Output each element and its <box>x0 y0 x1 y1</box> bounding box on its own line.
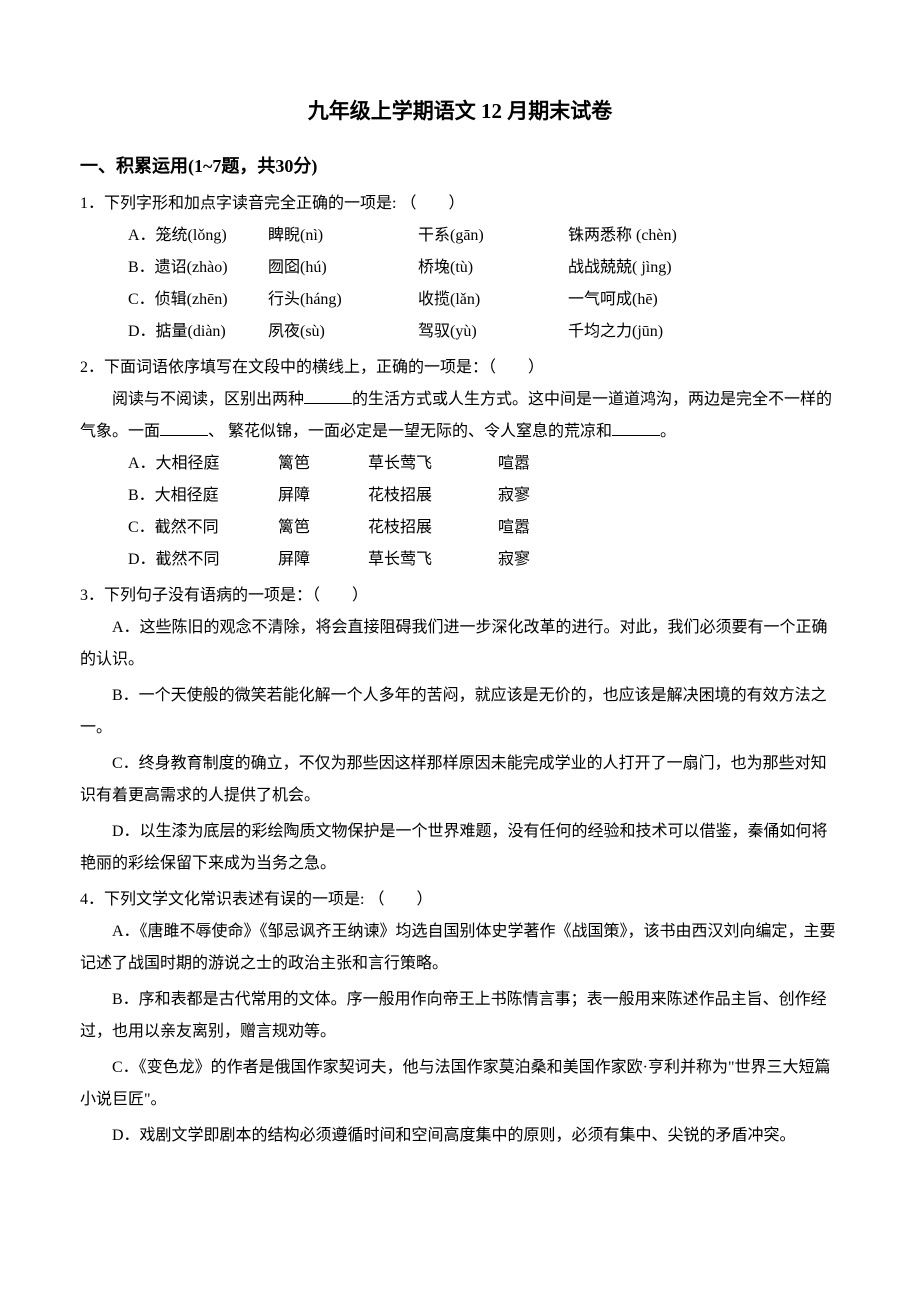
question-3: 3．下列句子没有语病的一项是：（ ） A．这些陈旧的观念不清除，将会直接阻碍我们… <box>80 580 840 880</box>
option-col: 寂寥 <box>498 480 530 512</box>
option-col: 喧嚣 <box>498 448 530 480</box>
passage-part: 阅读与不阅读，区别出两种 <box>112 391 304 408</box>
option-col: 行头(háng) <box>268 284 418 316</box>
question-stem: 4．下列文学文化常识表述有误的一项是: （ ） <box>80 884 840 916</box>
question-stem: 2．下面词语依序填写在文段中的横线上，正确的一项是：（ ） <box>80 352 840 384</box>
option-label: B．遗诏(zhào) <box>128 252 268 284</box>
option-col: 一气呵成(hē) <box>568 284 658 316</box>
question-1: 1．下列字形和加点字读音完全正确的一项是: （ ） A．笼统(lǒng) 睥睨(… <box>80 188 840 348</box>
page-title: 九年级上学期语文 12 月期末试卷 <box>80 90 840 132</box>
option-col: 草长莺飞 <box>368 544 498 576</box>
option-col: 寂寥 <box>498 544 530 576</box>
option-col: 战战兢兢( jìng) <box>568 252 672 284</box>
option-col: 千均之力(jūn) <box>568 316 663 348</box>
option-col: 睥睨(nì) <box>268 220 418 252</box>
passage-part: 、 繁花似锦，一面必定是一望无际的、令人窒息的荒凉和 <box>208 423 612 440</box>
option-row: D．截然不同 屏障 草长莺飞 寂寥 <box>80 544 840 576</box>
option-col: 篱笆 <box>278 512 368 544</box>
option-col: 草长莺飞 <box>368 448 498 480</box>
option-col: 干系(gān) <box>418 220 568 252</box>
fill-blank <box>612 420 660 436</box>
question-passage: 阅读与不阅读，区别出两种的生活方式或人生方式。这中间是一道道鸿沟，两边是完全不一… <box>80 384 840 448</box>
option-label: D．掂量(diàn) <box>128 316 268 348</box>
option-label: A．笼统(lǒng) <box>128 220 268 252</box>
option-label: C．截然不同 <box>128 512 278 544</box>
fill-blank <box>304 388 352 404</box>
option-item: C．终身教育制度的确立，不仅为那些因这样那样原因未能完成学业的人打开了一扇门，也… <box>80 748 840 812</box>
option-col: 花枝招展 <box>368 512 498 544</box>
option-col: 铢两悉称 (chèn) <box>568 220 677 252</box>
option-item: D．戏剧文学即剧本的结构必须遵循时间和空间高度集中的原则，必须有集中、尖锐的矛盾… <box>80 1120 840 1152</box>
option-label: C．侦辑(zhēn) <box>128 284 268 316</box>
option-col: 夙夜(sù) <box>268 316 418 348</box>
passage-part: 。 <box>660 423 676 440</box>
question-stem: 3．下列句子没有语病的一项是：（ ） <box>80 580 840 612</box>
option-item: A．这些陈旧的观念不清除，将会直接阻碍我们进一步深化改革的进行。对此，我们必须要… <box>80 612 840 676</box>
option-row: A．大相径庭 篱笆 草长莺飞 喧嚣 <box>80 448 840 480</box>
option-item: A．《唐雎不辱使命》《邹忌讽齐王纳谏》均选自国别体史学著作《战国策》，该书由西汉… <box>80 916 840 980</box>
option-col: 驾驭(yù) <box>418 316 568 348</box>
question-stem: 1．下列字形和加点字读音完全正确的一项是: （ ） <box>80 188 840 220</box>
option-col: 桥堍(tù) <box>418 252 568 284</box>
option-item: C．《变色龙》的作者是俄国作家契诃夫，他与法国作家莫泊桑和美国作家欧·亨利并称为… <box>80 1052 840 1116</box>
fill-blank <box>160 420 208 436</box>
question-2: 2．下面词语依序填写在文段中的横线上，正确的一项是：（ ） 阅读与不阅读，区别出… <box>80 352 840 576</box>
option-col: 喧嚣 <box>498 512 530 544</box>
option-row: C．截然不同 篱笆 花枝招展 喧嚣 <box>80 512 840 544</box>
option-col: 收揽(lǎn) <box>418 284 568 316</box>
option-item: D．以生漆为底层的彩绘陶质文物保护是一个世界难题，没有任何的经验和技术可以借鉴，… <box>80 816 840 880</box>
option-row: A．笼统(lǒng) 睥睨(nì) 干系(gān) 铢两悉称 (chèn) <box>80 220 840 252</box>
question-4: 4．下列文学文化常识表述有误的一项是: （ ） A．《唐雎不辱使命》《邹忌讽齐王… <box>80 884 840 1152</box>
option-col: 篱笆 <box>278 448 368 480</box>
option-label: A．大相径庭 <box>128 448 278 480</box>
option-col: 囫囵(hú) <box>268 252 418 284</box>
option-row: B．遗诏(zhào) 囫囵(hú) 桥堍(tù) 战战兢兢( jìng) <box>80 252 840 284</box>
option-col: 花枝招展 <box>368 480 498 512</box>
option-row: C．侦辑(zhēn) 行头(háng) 收揽(lǎn) 一气呵成(hē) <box>80 284 840 316</box>
option-row: B．大相径庭 屏障 花枝招展 寂寥 <box>80 480 840 512</box>
option-row: D．掂量(diàn) 夙夜(sù) 驾驭(yù) 千均之力(jūn) <box>80 316 840 348</box>
section-header: 一、积累运用(1~7题，共30分) <box>80 148 840 184</box>
option-label: D．截然不同 <box>128 544 278 576</box>
option-col: 屏障 <box>278 544 368 576</box>
option-item: B．序和表都是古代常用的文体。序一般用作向帝王上书陈情言事；表一般用来陈述作品主… <box>80 984 840 1048</box>
option-col: 屏障 <box>278 480 368 512</box>
option-item: B．一个天使般的微笑若能化解一个人多年的苦闷，就应该是无价的，也应该是解决困境的… <box>80 680 840 744</box>
option-label: B．大相径庭 <box>128 480 278 512</box>
